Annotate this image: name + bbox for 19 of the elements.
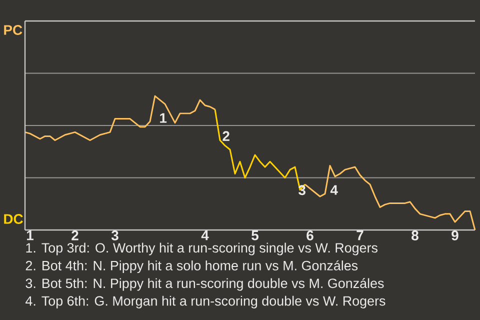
- x-tick-label: 7: [356, 230, 364, 240]
- x-tick-label: 1: [26, 230, 34, 240]
- text: 3. Bot 5th: N. Pippy hit a run-scoring double vs M. Gonzáles: [26, 278, 384, 291]
- text: 1. Top 3rd: O. Worthy hit a run-scoring single vs W. Rogers: [26, 242, 378, 256]
- text: DC: [4, 214, 23, 224]
- text: 4. Top 6th: G. Morgan hit a run-scoring double vs W. Rogers: [26, 296, 386, 308]
- text: 2. Bot 4th: N. Pippy hit a solo home run vs M. Gonzáles: [26, 260, 358, 274]
- annotation: 1: [160, 113, 167, 123]
- x-tick-label: 6: [306, 230, 314, 240]
- x-tick-label: 9: [452, 230, 458, 240]
- annotation: 2: [222, 131, 230, 141]
- annotation: 4: [330, 185, 338, 195]
- x-tick-label: 4: [201, 230, 209, 240]
- x-tick-label: 2: [72, 230, 78, 240]
- annotation: 3: [298, 185, 306, 196]
- x-tick-label: 8: [412, 230, 418, 240]
- x-tick-label: 3: [111, 230, 118, 240]
- text: PC: [4, 25, 22, 35]
- x-tick-label: 5: [252, 230, 258, 240]
